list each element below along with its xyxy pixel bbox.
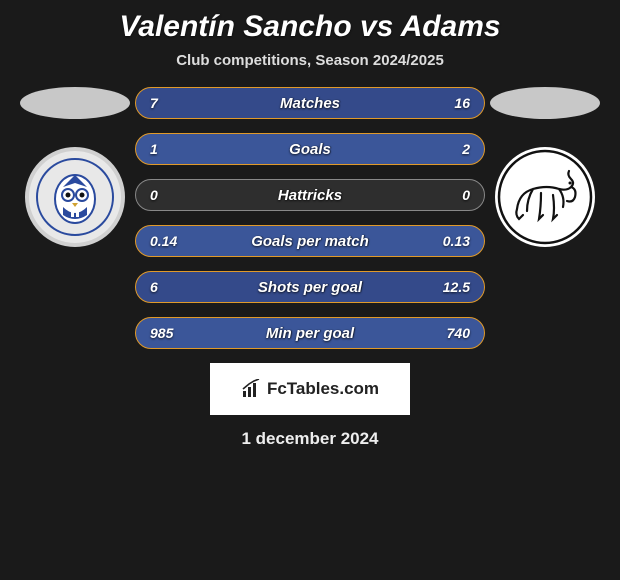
stat-value-left: 0.14 bbox=[150, 233, 177, 249]
stat-row: 0.14Goals per match0.13 bbox=[135, 225, 485, 257]
stat-row: 6Shots per goal12.5 bbox=[135, 271, 485, 303]
stat-label: Goals per match bbox=[136, 233, 484, 250]
stat-value-left: 1 bbox=[150, 141, 158, 157]
stat-value-right: 12.5 bbox=[443, 279, 470, 295]
stat-label: Shots per goal bbox=[136, 279, 484, 296]
team-badge-left bbox=[25, 147, 125, 247]
stat-value-left: 7 bbox=[150, 95, 158, 111]
fctables-text: FcTables.com bbox=[267, 379, 379, 399]
stat-label: Min per goal bbox=[136, 325, 484, 342]
left-column bbox=[15, 87, 135, 247]
player-silhouette-right bbox=[490, 87, 600, 119]
stat-value-left: 985 bbox=[150, 325, 173, 341]
player-silhouette-left bbox=[20, 87, 130, 119]
stat-value-left: 0 bbox=[150, 187, 158, 203]
stat-value-left: 6 bbox=[150, 279, 158, 295]
stat-label: Goals bbox=[136, 141, 484, 158]
stats-column: 7Matches161Goals20Hattricks00.14Goals pe… bbox=[135, 87, 485, 349]
ram-badge-icon bbox=[497, 149, 593, 245]
stat-label: Matches bbox=[136, 95, 484, 112]
footer-date: 1 december 2024 bbox=[241, 429, 378, 449]
stat-row: 0Hattricks0 bbox=[135, 179, 485, 211]
comparison-card: Valentín Sancho vs Adams Club competitio… bbox=[0, 0, 620, 449]
stat-row: 985Min per goal740 bbox=[135, 317, 485, 349]
stat-value-right: 16 bbox=[454, 95, 470, 111]
right-column bbox=[485, 87, 605, 247]
stat-value-right: 2 bbox=[462, 141, 470, 157]
stat-value-right: 0.13 bbox=[443, 233, 470, 249]
stat-value-right: 740 bbox=[447, 325, 470, 341]
page-title: Valentín Sancho vs Adams bbox=[119, 10, 500, 44]
stat-label: Hattricks bbox=[136, 187, 484, 204]
page-subtitle: Club competitions, Season 2024/2025 bbox=[176, 52, 444, 69]
chart-icon bbox=[241, 379, 261, 399]
stat-row: 7Matches16 bbox=[135, 87, 485, 119]
owl-badge-icon bbox=[35, 157, 115, 237]
stat-value-right: 0 bbox=[462, 187, 470, 203]
fctables-logo: FcTables.com bbox=[210, 363, 410, 415]
team-badge-right bbox=[495, 147, 595, 247]
main-row: 7Matches161Goals20Hattricks00.14Goals pe… bbox=[0, 87, 620, 349]
stat-row: 1Goals2 bbox=[135, 133, 485, 165]
